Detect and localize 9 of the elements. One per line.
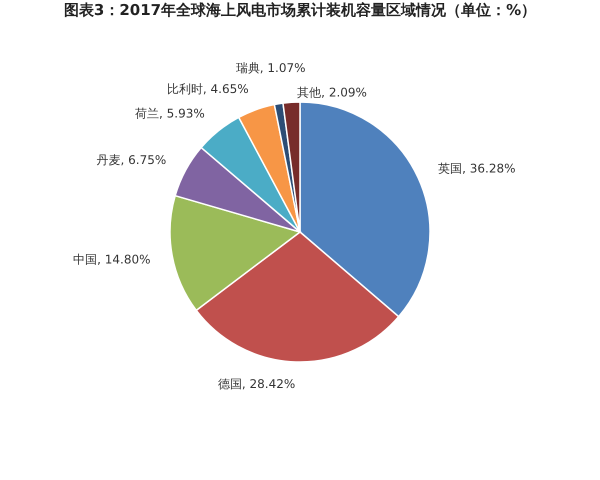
chart-title: 图表3：2017年全球海上风电市场累计装机容量区域情况（单位：%）	[64, 1, 536, 19]
slice-label: 荷兰, 5.93%	[135, 106, 205, 121]
slice-label: 英国, 36.28%	[438, 162, 516, 176]
slice-label: 中国, 14.80%	[73, 252, 151, 266]
slice-label: 丹麦, 6.75%	[96, 152, 166, 167]
slice-label: 比利时, 4.65%	[166, 82, 249, 96]
slice-label: 其他, 2.09%	[297, 85, 367, 100]
slice-label: 德国, 28.42%	[218, 376, 296, 391]
slice-label: 瑞典, 1.07%	[236, 61, 306, 76]
